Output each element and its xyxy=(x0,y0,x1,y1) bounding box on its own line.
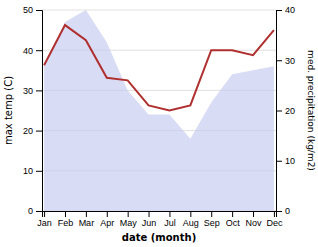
y2-tick-label: 10 xyxy=(285,156,295,166)
x-tick: Aug xyxy=(183,211,199,228)
x-tick: Nov xyxy=(246,211,263,228)
y2-tick-label: 0 xyxy=(285,206,290,216)
x-tick-mark xyxy=(274,211,275,217)
y2-tick: 30 xyxy=(276,56,295,66)
y-tick-mark xyxy=(36,50,42,51)
x-tick-mark xyxy=(86,211,87,217)
area xyxy=(44,10,274,211)
x-tick-label: Aug xyxy=(183,218,199,228)
x-tick-label: Dec xyxy=(266,218,283,228)
y2-tick: 40 xyxy=(276,5,295,15)
y2-axis-line xyxy=(277,11,283,212)
x-tick: Apr xyxy=(100,211,114,228)
x-tick: Jun xyxy=(142,211,157,228)
x-tick-mark xyxy=(211,211,212,217)
y2-tick: 10 xyxy=(276,156,295,166)
x-axis-line xyxy=(43,212,277,218)
x-axis: Jan Feb Mar Apr May Jun Jul Aug Sep Oct NovDec xyxy=(37,211,283,228)
y2-tick-mark xyxy=(276,111,282,112)
y-tick: 0 xyxy=(28,206,42,216)
y2-tick-mark xyxy=(276,161,282,162)
x-tick-label: Sep xyxy=(204,218,220,228)
y-tick-label: 10 xyxy=(23,166,33,176)
y2-tick: 0 xyxy=(276,206,290,216)
x-tick-mark xyxy=(44,211,45,217)
y-tick-label: 0 xyxy=(28,206,33,216)
x-tick-mark xyxy=(149,211,150,217)
x-tick-mark xyxy=(190,211,191,217)
y-tick-mark xyxy=(36,171,42,172)
y-tick: 50 xyxy=(23,5,42,15)
y2-tick-label: 40 xyxy=(285,5,295,15)
x-tick-label: Apr xyxy=(100,218,114,228)
x-tick-mark xyxy=(253,211,254,217)
y-axis-title: max temp (C) xyxy=(3,76,14,145)
y-tick: 10 xyxy=(23,166,42,176)
y2-tick-label: 20 xyxy=(285,106,295,116)
x-tick: Dec xyxy=(266,211,283,228)
y-axis-line xyxy=(36,11,43,212)
y-tick: 40 xyxy=(23,46,42,56)
y-tick-label: 30 xyxy=(23,86,33,96)
x-tick-label: Jul xyxy=(164,218,176,228)
x-tick-label: Oct xyxy=(226,218,241,228)
y-tick: 30 xyxy=(23,86,42,96)
y-tick-label: 20 xyxy=(23,126,33,136)
x-tick: Feb xyxy=(58,211,74,228)
y-tick-mark xyxy=(36,211,42,212)
x-tick-mark xyxy=(232,211,233,217)
x-tick-mark xyxy=(169,211,170,217)
line xyxy=(44,25,274,110)
x-tick-label: Feb xyxy=(58,218,74,228)
y-tick-mark xyxy=(36,90,42,91)
y-tick-label: 40 xyxy=(23,46,33,56)
y2-axis-title: med. precipitation (kg/m2) xyxy=(306,50,316,171)
y2-axis: 0 10 20 30 40 xyxy=(276,5,295,216)
x-tick: Sep xyxy=(204,211,220,228)
y2-tick: 20 xyxy=(276,106,295,116)
grid-line xyxy=(42,10,276,11)
y2-tick-mark xyxy=(276,60,282,61)
x-tick-label: Mar xyxy=(79,218,95,228)
x-axis-title: date (month) xyxy=(122,232,196,243)
x-tick-label: Jun xyxy=(142,218,157,228)
x-tick-label: May xyxy=(120,218,138,228)
x-tick-label: Jan xyxy=(37,218,52,228)
y-tick-mark xyxy=(36,10,42,11)
x-tick: Oct xyxy=(226,211,241,228)
x-tick-label: Nov xyxy=(246,218,263,228)
y2-tick-mark xyxy=(276,10,282,11)
x-tick: Mar xyxy=(79,211,95,228)
x-tick-mark xyxy=(65,211,66,217)
y-tick: 20 xyxy=(23,126,42,136)
x-tick: Jul xyxy=(164,211,176,228)
plot-area: JanFebMarAprMayJunJulAugSepOctNovDec0102… xyxy=(3,5,316,243)
y2-tick-label: 30 xyxy=(285,56,295,66)
y-tick-label: 50 xyxy=(23,5,33,15)
marks xyxy=(44,10,274,211)
chart: JanFebMarAprMayJunJulAugSepOctNovDec0102… xyxy=(0,0,318,247)
y-tick-mark xyxy=(36,131,42,132)
x-tick: Jan xyxy=(37,211,52,228)
x-tick-mark xyxy=(107,211,108,217)
x-tick: May xyxy=(120,211,138,228)
y-axis: 0 10 20 30 40 50 xyxy=(23,5,43,216)
grid xyxy=(42,10,276,211)
y2-tick-mark xyxy=(276,211,282,212)
x-tick-mark xyxy=(128,211,129,217)
